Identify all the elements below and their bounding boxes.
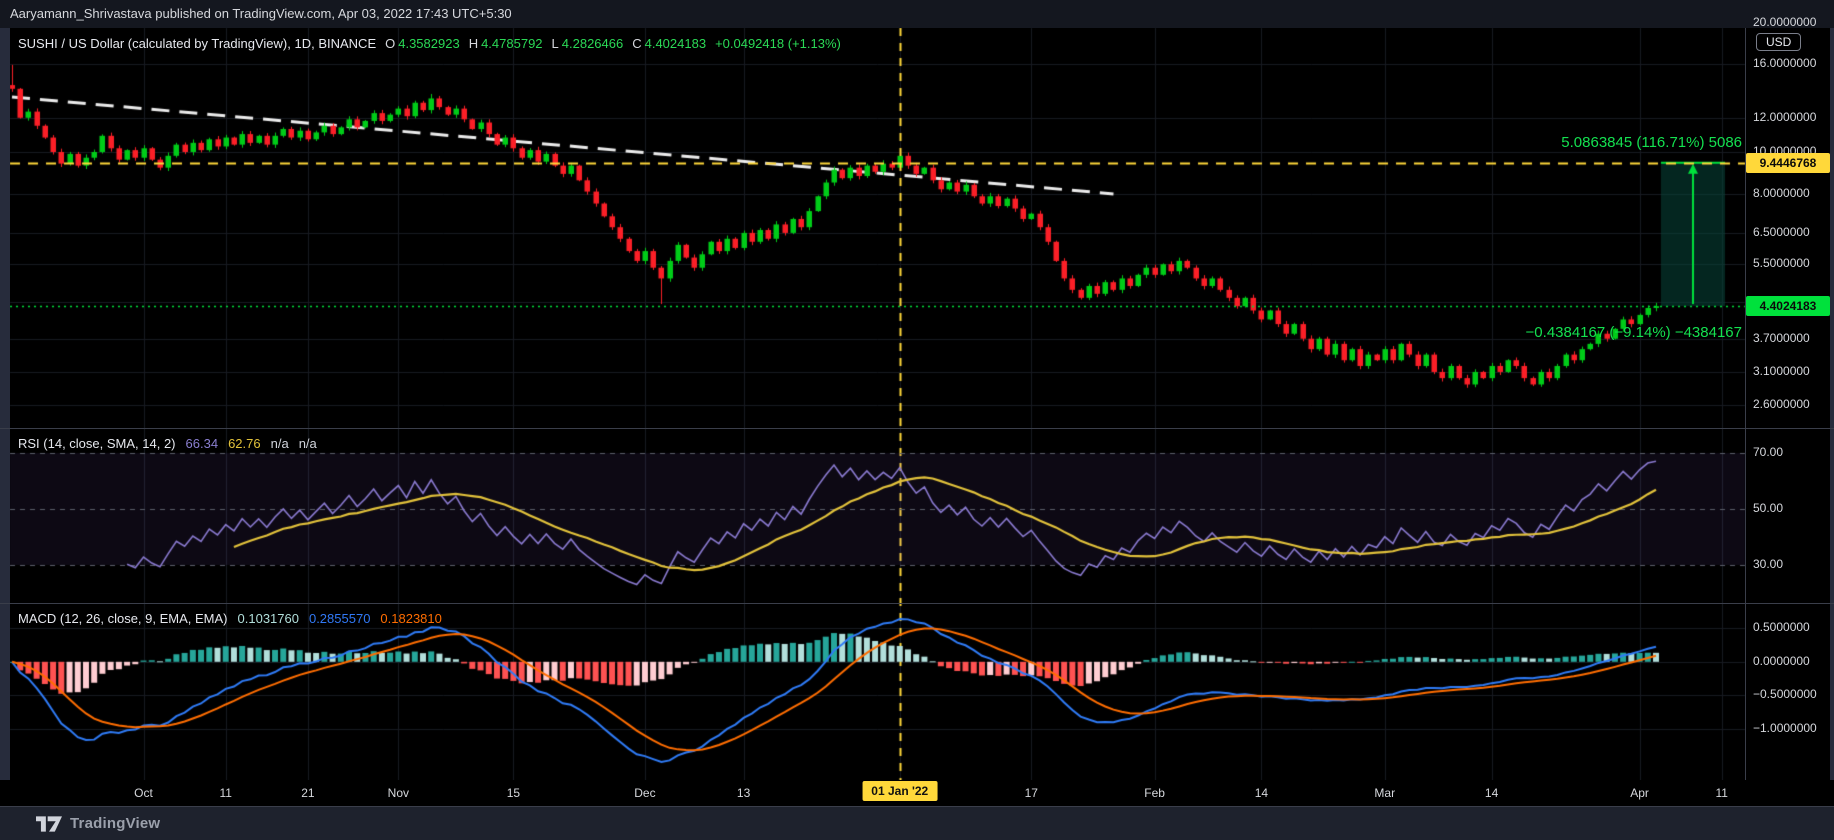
price-axis-label: 16.0000000 xyxy=(1753,55,1817,70)
price-axis-label: 3.1000000 xyxy=(1753,363,1810,378)
date-highlight-tag: 01 Jan '22 xyxy=(862,781,938,801)
tradingview-brand-link[interactable]: TradingView xyxy=(36,815,160,832)
rsi-axis-label: 30.00 xyxy=(1753,557,1784,571)
left-margin xyxy=(0,28,10,806)
time-axis-label: Mar xyxy=(1374,786,1396,800)
published-header-bar xyxy=(0,0,1834,28)
rsi-legend-title: RSI (14, close, SMA, 14, 2) xyxy=(18,436,176,451)
time-axis-label: 21 xyxy=(301,786,315,800)
time-axis-label: Nov xyxy=(387,786,409,800)
ohlc-o: O 4.3582923 xyxy=(385,36,460,51)
macd-legend-title: MACD (12, 26, close, 9, EMA, EMA) xyxy=(18,611,228,626)
time-axis-label: 17 xyxy=(1024,786,1038,800)
macd-legend[interactable]: MACD (12, 26, close, 9, EMA, EMA) 0.10317… xyxy=(18,611,442,626)
time-axis-label: 11 xyxy=(1715,786,1728,800)
range-up-label: 5.0863845 (116.71%) 5086 xyxy=(1561,133,1742,151)
time-axis-label: Feb xyxy=(1144,786,1165,800)
rsi-value-1: 62.76 xyxy=(228,436,261,451)
macd-value-2: 0.1823810 xyxy=(380,611,442,626)
time-axis-label: Dec xyxy=(634,786,656,800)
rsi-legend-values: 66.34 62.76 n/a n/a xyxy=(176,436,317,451)
rsi-axis-label: 70.00 xyxy=(1753,445,1784,459)
currency-toggle-button[interactable]: USD xyxy=(1756,33,1802,51)
price-axis-label: 2.6000000 xyxy=(1753,396,1810,411)
macd-value-1: 0.2855570 xyxy=(308,611,371,626)
time-axis-label: 11 xyxy=(219,786,232,800)
macd-value-0: 0.1031760 xyxy=(237,611,299,626)
ohlc-values: O 4.3582923 H 4.4785792 L 4.2826466 C 4.4024183 xyxy=(376,36,706,51)
symbol-legend[interactable]: SUSHI / US Dollar (calculated by Trading… xyxy=(18,36,841,51)
macd-axis-label: 0.5000000 xyxy=(1753,620,1810,635)
right-margin xyxy=(1830,28,1834,806)
time-axis-label: 14 xyxy=(1254,786,1269,800)
price-axis-label: 8.0000000 xyxy=(1753,185,1810,200)
rsi-value-0: 66.34 xyxy=(185,436,219,451)
last-price-tag: 4.4024183 xyxy=(1746,296,1830,317)
price-axis-label: 12.0000000 xyxy=(1753,109,1817,124)
pane-separator-rsi[interactable] xyxy=(0,428,1834,429)
ohlc-c: C 4.4024183 xyxy=(632,36,707,51)
time-axis-label: Apr xyxy=(1630,786,1649,800)
price-axis-label: 5.5000000 xyxy=(1753,256,1810,271)
price-axis-label: 20.0000000 xyxy=(1753,15,1817,29)
price-axis-label: 6.5000000 xyxy=(1753,224,1810,239)
macd-legend-values: 0.1031760 0.2855570 0.1823810 xyxy=(228,611,442,626)
tradingview-logo-icon xyxy=(36,815,62,832)
time-axis-label: 13 xyxy=(736,786,751,800)
time-axis-label: Oct xyxy=(134,786,153,800)
published-attribution: Aaryamann_Shrivastava published on Tradi… xyxy=(10,6,512,21)
range-down-label: −0.4384167 (−9.14%) −4384167 xyxy=(1525,324,1742,342)
time-axis-label: 15 xyxy=(506,786,521,800)
macd-axis-label: −1.0000000 xyxy=(1753,720,1817,735)
rsi-axis-label: 50.00 xyxy=(1753,501,1784,515)
change-value: +0.0492418 (+1.13%) xyxy=(715,36,841,51)
tradingview-brand-text: TradingView xyxy=(70,815,161,832)
symbol-title: SUSHI / US Dollar (calculated by Trading… xyxy=(18,36,377,51)
price-axis-label: 3.7000000 xyxy=(1753,330,1810,345)
macd-axis-label: 0.0000000 xyxy=(1753,653,1810,668)
time-axis-label: 14 xyxy=(1484,786,1499,800)
rsi-legend[interactable]: RSI (14, close, SMA, 14, 2) 66.34 62.76 n/a… xyxy=(18,436,317,451)
rsi-value-2: n/a xyxy=(270,436,289,451)
macd-axis-label: −0.5000000 xyxy=(1753,687,1817,702)
footer-bar xyxy=(0,806,1834,840)
pane-separator-macd[interactable] xyxy=(0,603,1834,604)
target-price-tag: 9.4446768 xyxy=(1746,152,1830,173)
ohlc-h: H 4.4785792 xyxy=(468,36,543,51)
price-axis-border xyxy=(1745,28,1746,806)
rsi-value-3: n/a xyxy=(298,436,317,451)
ohlc-l: L 4.2826466 xyxy=(551,36,624,51)
